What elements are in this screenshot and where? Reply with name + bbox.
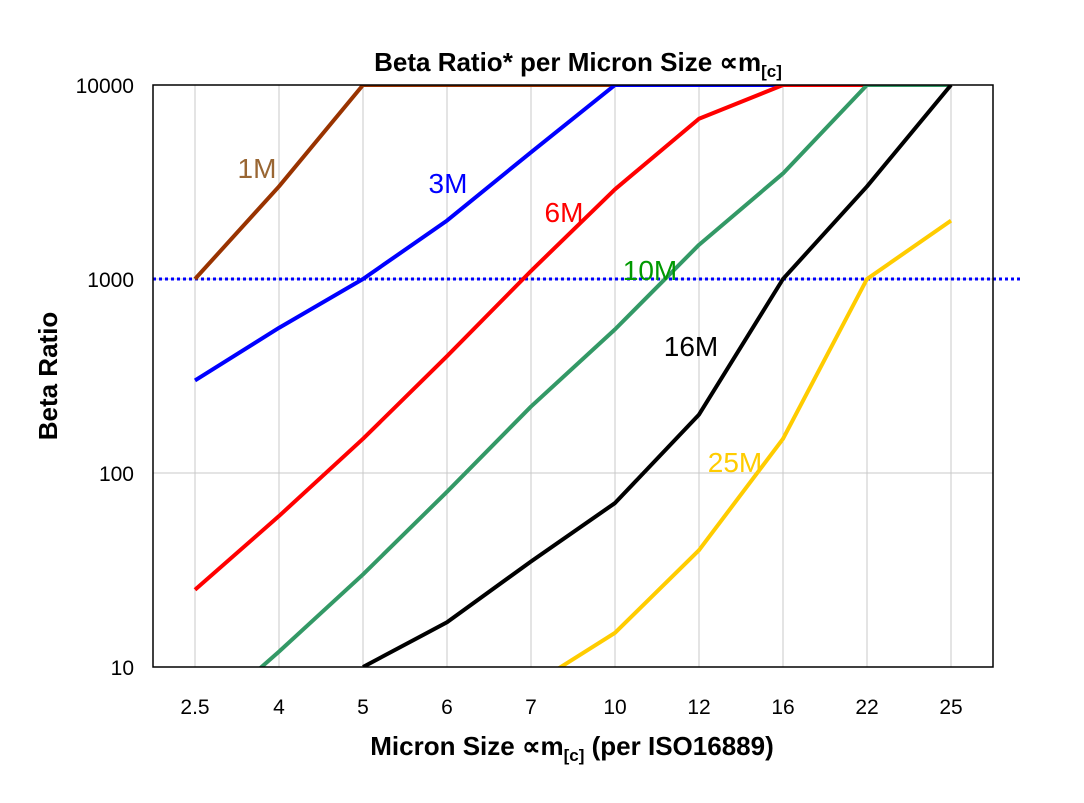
x-tick-label: 4 — [273, 696, 285, 719]
series-line-25m — [557, 218, 953, 667]
y-tick-label: 100 — [99, 463, 134, 486]
x-tick-label: 7 — [525, 696, 537, 719]
x-tick-label: 2.5 — [180, 696, 209, 719]
series-label-3m: 3M — [429, 168, 468, 199]
y-tick-label: 10 — [111, 657, 134, 680]
x-tick-label: 16 — [771, 696, 794, 719]
series-labels: 1M 3M 6M 10M 16M 25M — [238, 153, 763, 478]
y-tick-label: 10000 — [76, 75, 134, 98]
plot-frame — [152, 84, 994, 668]
chart-title-subscript: [c] — [761, 62, 782, 81]
series-label-6m: 6M — [545, 197, 584, 228]
series-line-6m — [193, 85, 951, 592]
x-tick-label: 6 — [441, 696, 453, 719]
x-tick-label: 22 — [855, 696, 878, 719]
series-label-1m: 1M — [238, 153, 277, 184]
y-tick-label: 1000 — [87, 269, 134, 292]
x-axis-label: Micron Size ∝m[c] (per ISO16889) — [370, 731, 773, 765]
y-tick-labels: 10 100 1000 10000 — [76, 75, 134, 680]
y-axis-label: Beta Ratio — [33, 312, 63, 441]
gridlines — [153, 84, 993, 668]
x-axis-label-subscript: [c] — [564, 746, 585, 765]
x-tick-labels: 2.5 4 5 6 7 10 12 16 22 25 — [180, 696, 962, 719]
series-line-10m — [258, 85, 951, 667]
series-line-1m — [193, 85, 951, 281]
x-axis-label-suffix: (per ISO16889) — [584, 731, 773, 761]
series-line-3m — [193, 85, 951, 383]
x-tick-label: 12 — [687, 696, 710, 719]
series-lines — [193, 85, 953, 667]
x-tick-label: 25 — [939, 696, 962, 719]
series-label-10m: 10M — [623, 255, 677, 286]
series-line-16m — [362, 85, 953, 667]
chart-title: Beta Ratio* per Micron Size ∝m[c] — [374, 47, 782, 81]
x-tick-label: 5 — [357, 696, 369, 719]
series-label-16m: 16M — [664, 331, 718, 362]
x-tick-label: 10 — [603, 696, 626, 719]
series-label-25m: 25M — [708, 447, 762, 478]
